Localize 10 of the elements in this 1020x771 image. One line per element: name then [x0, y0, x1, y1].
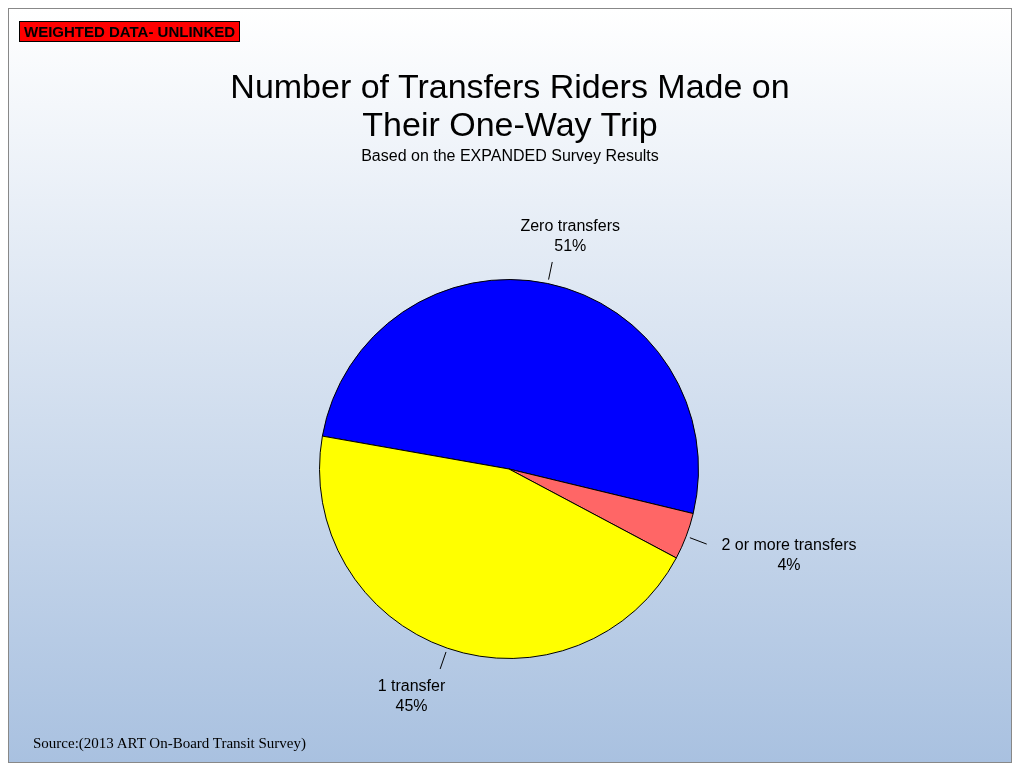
chart-title: Number of Transfers Riders Made on Their One-Way Trip [229, 67, 791, 143]
slice-label: 2 or more transfers [721, 536, 857, 554]
data-label: 4% [777, 556, 801, 574]
slice-label: 1 transfer [377, 677, 446, 695]
data-label: 51% [554, 236, 587, 254]
chart-subtitle: Based on the EXPANDED Survey Results [360, 147, 660, 165]
data-label: 45% [395, 697, 428, 715]
slice-label: Zero transfers [520, 216, 621, 234]
source-note: Source:(2013 ART On-Board Transit Survey) [33, 735, 306, 752]
text: WEIGHTED DATA- UNLINKED [19, 21, 241, 42]
